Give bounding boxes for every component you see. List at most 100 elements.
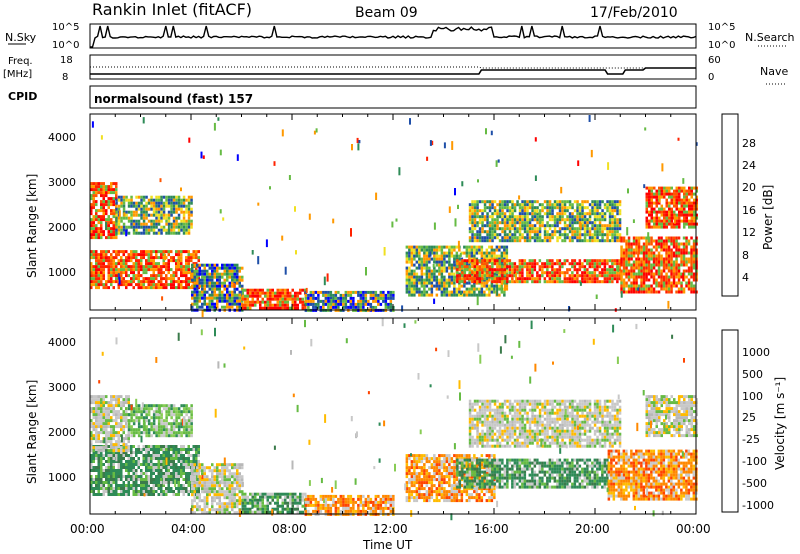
heatmap-cell <box>505 245 509 249</box>
heatmap-cell <box>521 274 524 278</box>
heatmap-cell <box>645 210 648 214</box>
heatmap-cell <box>688 219 691 223</box>
heatmap-cell <box>95 416 98 420</box>
heatmap-cell <box>591 203 594 207</box>
heatmap-cell <box>606 259 609 263</box>
heatmap-cell <box>107 401 110 405</box>
heatmap-cell <box>95 200 98 204</box>
heatmap-cell <box>172 454 175 457</box>
heatmap-cell <box>140 463 143 466</box>
heatmap-cell <box>152 478 155 481</box>
heatmap-cell <box>408 248 411 252</box>
heatmap-cell <box>195 268 198 272</box>
heatmap-cell <box>420 290 424 294</box>
heatmap-cell <box>578 218 582 222</box>
heatmap-cell <box>418 251 421 255</box>
heatmap-cell <box>578 221 582 225</box>
heatmap-cell <box>523 200 527 204</box>
heatmap-cell <box>145 466 148 469</box>
heatmap-cell <box>553 268 557 272</box>
heatmap-cell <box>107 191 110 195</box>
heatmap-cell <box>231 296 234 300</box>
heatmap-cell <box>593 274 597 278</box>
heatmap-cell <box>526 265 529 269</box>
heatmap-cell <box>150 469 153 472</box>
heatmap-cell <box>476 236 479 240</box>
heatmap-cell <box>120 262 123 266</box>
heatmap-cell <box>95 469 98 472</box>
heatmap-cell <box>588 233 592 237</box>
heatmap-cell <box>483 215 487 219</box>
freq-trace <box>90 67 696 75</box>
heatmap-cell <box>533 265 537 269</box>
heatmap-cell <box>155 451 158 454</box>
heatmap-cell <box>125 195 128 199</box>
heatmap-cell <box>685 281 688 285</box>
heatmap-cell <box>107 472 110 475</box>
heatmap-cell <box>102 469 105 472</box>
heatmap-cell <box>538 203 542 207</box>
heatmap-cell <box>160 207 163 211</box>
heatmap-cell <box>182 487 185 490</box>
heatmap-cell <box>508 280 512 284</box>
heatmap-cell <box>435 245 439 249</box>
heatmap-cell <box>281 288 284 292</box>
heatmap-cell <box>244 297 247 301</box>
heatmap-cell <box>558 262 562 266</box>
heatmap-cell <box>578 268 582 272</box>
heatmap-cell <box>573 221 577 225</box>
heatmap-cell <box>640 251 643 255</box>
heatmap-cell <box>344 305 348 309</box>
heatmap-cell <box>473 265 477 269</box>
heatmap-cell <box>627 272 631 276</box>
heatmap-cell <box>653 222 656 226</box>
heatmap-cell <box>150 283 153 287</box>
heatmap-cell <box>150 466 153 469</box>
heatmap-cell <box>100 404 103 408</box>
heatmap-cell <box>620 257 623 261</box>
heatmap-cell <box>377 293 380 297</box>
heatmap-cell <box>618 221 622 225</box>
heatmap-cell <box>246 306 249 310</box>
heatmap-cell <box>251 297 254 301</box>
heatmap-cell <box>218 299 221 303</box>
heatmap-cell <box>90 443 93 447</box>
heatmap-cell <box>152 487 155 490</box>
heatmap-cell <box>92 428 95 432</box>
heatmap-cell <box>501 268 504 272</box>
heatmap-cell <box>425 251 429 255</box>
heatmap-cell <box>135 448 138 451</box>
heatmap-cell <box>675 219 678 223</box>
heatmap-cell <box>208 266 211 270</box>
heatmap-cell <box>675 260 678 264</box>
heatmap-cell <box>110 487 113 490</box>
heatmap-cell <box>125 286 128 290</box>
heatmap-cell <box>241 306 244 310</box>
heatmap-cell <box>483 293 486 297</box>
heatmap-cell <box>236 269 239 273</box>
heatmap-cell <box>167 469 170 472</box>
heatmap-cell <box>203 302 206 306</box>
heatmap-cell <box>650 204 653 208</box>
heatmap-cell <box>115 201 118 205</box>
heatmap-cell <box>608 265 612 269</box>
heatmap-cell <box>107 454 110 457</box>
heatmap-cell <box>97 271 100 275</box>
heatmap-cell <box>657 275 661 279</box>
heatmap-cell <box>182 472 185 475</box>
heatmap-cell <box>430 269 434 273</box>
heatmap-cell <box>652 254 656 258</box>
heatmap-cell <box>236 293 239 297</box>
heatmap-cell <box>650 210 653 214</box>
heatmap-cell <box>516 265 519 269</box>
heatmap-cell <box>546 265 549 269</box>
heatmap-cell <box>465 290 469 294</box>
heatmap-cell <box>172 472 175 475</box>
heatmap-cell <box>176 260 179 269</box>
heatmap-cell <box>476 203 479 207</box>
heatmap-cell <box>463 274 467 278</box>
heatmap-cell <box>100 274 103 278</box>
heatmap-cell <box>155 219 158 223</box>
heatmap-cell <box>573 262 577 266</box>
heatmap-cell <box>601 262 604 266</box>
